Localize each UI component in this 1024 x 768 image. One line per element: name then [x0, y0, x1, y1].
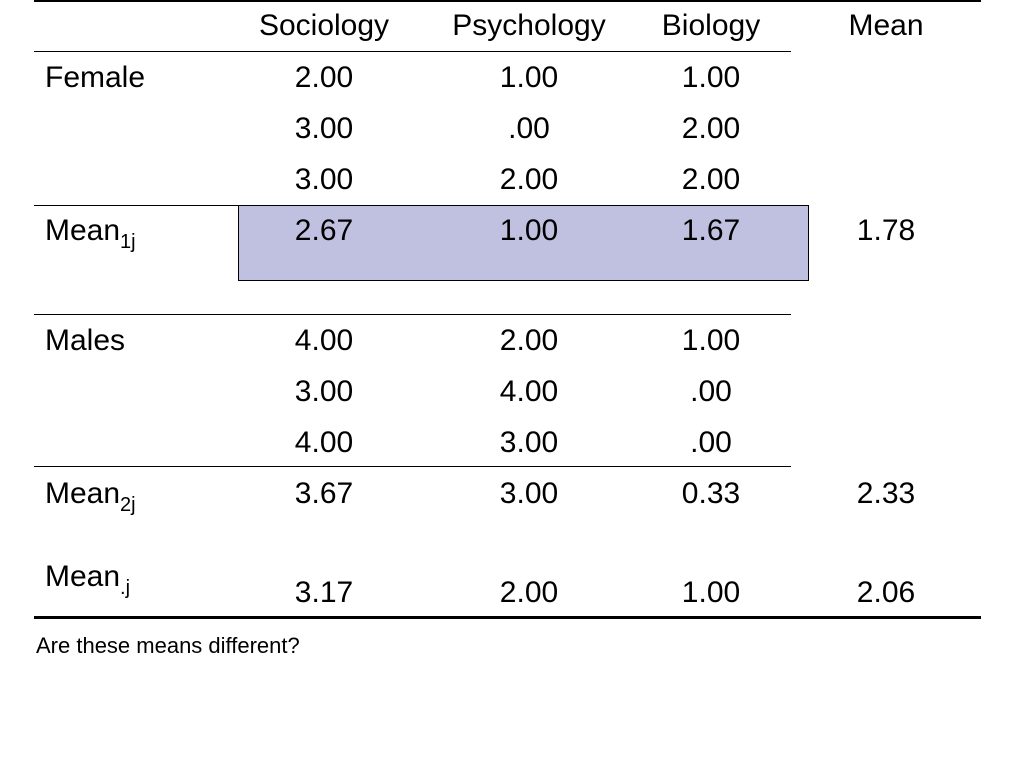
males-r1-c3: 1.00 [681, 324, 741, 357]
males-mean-label-text: Mean [45, 477, 121, 510]
column-mean-c1: 3.17 [294, 576, 354, 609]
males-r3-c1: 4.00 [294, 426, 354, 459]
males-mean-label: Mean2j [45, 477, 136, 522]
column-mean-c2: 2.00 [499, 576, 559, 609]
males-mean-c1: 3.67 [294, 477, 354, 510]
table-bottom-rule [34, 616, 981, 619]
female-r2-c1: 3.00 [294, 112, 354, 145]
question-text: Are these means different? [36, 633, 300, 658]
female-label: Female [45, 61, 146, 94]
males-r2-c3: .00 [690, 375, 732, 408]
males-label: Males [45, 324, 126, 357]
female-r1-c3: 1.00 [681, 61, 741, 94]
header-psychology: Psychology [452, 9, 606, 42]
female-r2-c3: 2.00 [681, 112, 741, 145]
males-r3-c2: 3.00 [499, 426, 559, 459]
grand-mean: 2.06 [856, 576, 916, 609]
header-biology: Biology [661, 9, 761, 42]
header-mean: Mean [848, 9, 924, 42]
female-r3-c3: 2.00 [681, 163, 741, 196]
header-rule [34, 51, 791, 52]
header-sociology: Sociology [258, 9, 390, 42]
female-r1-c2: 1.00 [499, 61, 559, 94]
males-r1-c1: 4.00 [294, 324, 354, 357]
males-mean-rule [34, 466, 791, 467]
female-r3-c1: 3.00 [294, 163, 354, 196]
female-mean-c2: 1.00 [499, 214, 559, 247]
female-overall-mean: 1.78 [856, 214, 916, 247]
males-top-rule [34, 314, 791, 315]
column-mean-label: Mean.j [45, 560, 130, 605]
males-mean-c2: 3.00 [499, 477, 559, 510]
female-r2-c2: .00 [508, 112, 550, 145]
female-r1-c1: 2.00 [294, 61, 354, 94]
female-mean-rule [34, 205, 239, 206]
males-r2-c2: 4.00 [499, 375, 559, 408]
males-mean-subscript: 2j [120, 494, 136, 516]
female-mean-subscript: 1j [120, 231, 136, 253]
female-mean-label-text: Mean [45, 214, 121, 247]
males-r1-c2: 2.00 [499, 324, 559, 357]
column-mean-subscript: .j [120, 577, 131, 599]
female-r3-c2: 2.00 [499, 163, 559, 196]
males-r3-c3: .00 [690, 426, 732, 459]
males-overall-mean: 2.33 [856, 477, 916, 510]
female-mean-c3: 1.67 [681, 214, 741, 247]
table-top-rule [34, 0, 981, 2]
males-mean-c3: 0.33 [681, 477, 741, 510]
female-mean-label: Mean1j [45, 214, 136, 259]
female-mean-c1: 2.67 [294, 214, 354, 247]
column-mean-c3: 1.00 [681, 576, 741, 609]
males-r2-c1: 3.00 [294, 375, 354, 408]
column-mean-label-text: Mean [45, 560, 121, 593]
female-mean-highlight [238, 205, 809, 281]
